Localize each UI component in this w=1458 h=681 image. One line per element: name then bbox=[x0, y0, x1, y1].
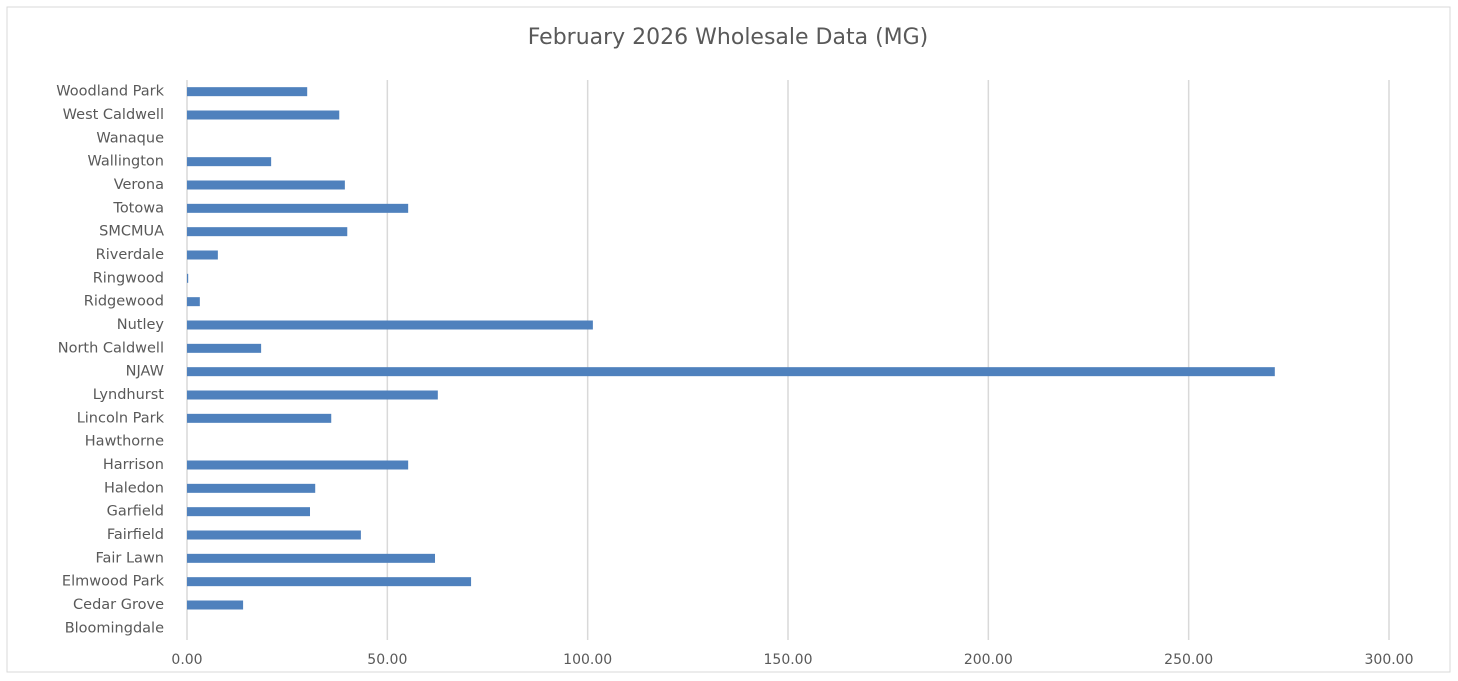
bar bbox=[187, 553, 436, 563]
y-tick-label: West Caldwell bbox=[63, 107, 164, 123]
bar bbox=[187, 343, 262, 353]
y-tick-label: Elmwood Park bbox=[62, 574, 165, 590]
x-tick-label: 150.00 bbox=[764, 652, 813, 668]
y-tick-label: Lyndhurst bbox=[93, 387, 165, 403]
y-tick-label: Ridgewood bbox=[84, 294, 164, 310]
y-tick-label: Haledon bbox=[104, 480, 164, 496]
bar bbox=[187, 250, 218, 260]
y-tick-label: Wanaque bbox=[96, 130, 164, 146]
bar bbox=[187, 530, 361, 540]
y-tick-label: Fairfield bbox=[107, 527, 164, 543]
bar bbox=[187, 460, 409, 470]
bar bbox=[187, 507, 311, 517]
y-tick-label: Hawthorne bbox=[85, 434, 164, 450]
bar bbox=[187, 483, 316, 493]
y-tick-label: Fair Lawn bbox=[95, 550, 164, 566]
chart-border bbox=[6, 6, 1451, 673]
y-tick-label: Woodland Park bbox=[56, 84, 164, 100]
bar bbox=[187, 273, 189, 283]
chart-title: February 2026 Wholesale Data (MG) bbox=[528, 25, 929, 50]
bar bbox=[187, 367, 1275, 377]
y-tick-label: Harrison bbox=[103, 457, 164, 473]
bar bbox=[187, 157, 272, 167]
x-tick-label: 250.00 bbox=[1164, 652, 1213, 668]
y-tick-label: Verona bbox=[114, 177, 164, 193]
bar bbox=[187, 110, 340, 120]
y-tick-label: Ringwood bbox=[93, 270, 164, 286]
bar bbox=[187, 413, 332, 423]
y-tick-label: Wallington bbox=[87, 154, 164, 170]
bar bbox=[187, 180, 345, 190]
y-tick-label: North Caldwell bbox=[58, 340, 164, 356]
bar bbox=[187, 227, 348, 237]
y-tick-label: Riverdale bbox=[96, 247, 164, 263]
bar bbox=[187, 203, 409, 213]
x-tick-label: 100.00 bbox=[563, 652, 612, 668]
y-tick-label: Garfield bbox=[107, 504, 164, 520]
bar bbox=[187, 600, 244, 610]
x-tick-label: 200.00 bbox=[964, 652, 1013, 668]
y-tick-label: Cedar Grove bbox=[73, 597, 164, 613]
x-tick-label: 0.00 bbox=[171, 652, 202, 668]
y-tick-label: Lincoln Park bbox=[77, 410, 165, 426]
bar bbox=[187, 390, 438, 400]
x-tick-label: 300.00 bbox=[1365, 652, 1414, 668]
bar bbox=[187, 297, 200, 307]
y-tick-label: Bloomingdale bbox=[65, 620, 164, 636]
y-tick-label: SMCMUA bbox=[99, 224, 164, 240]
bar bbox=[187, 577, 472, 587]
y-tick-label: Nutley bbox=[117, 317, 165, 333]
bar bbox=[187, 320, 593, 330]
y-tick-label: Totowa bbox=[112, 200, 164, 216]
x-tick-label: 50.00 bbox=[367, 652, 407, 668]
bar bbox=[187, 87, 308, 97]
y-tick-label: NJAW bbox=[126, 364, 164, 380]
